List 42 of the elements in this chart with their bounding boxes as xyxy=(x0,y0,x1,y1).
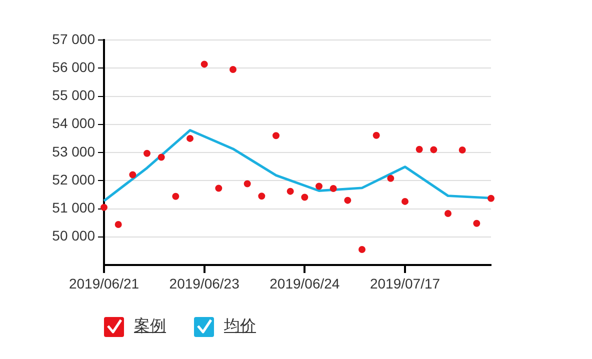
point xyxy=(129,171,136,178)
point xyxy=(444,210,452,218)
legend-label: 均价 xyxy=(224,317,256,337)
point xyxy=(215,184,222,192)
y-tick-label: 50 000 xyxy=(52,228,96,244)
x-tick-label: 2019/06/21 xyxy=(68,275,140,292)
point xyxy=(301,194,308,201)
point xyxy=(344,196,352,204)
y-tick-label: 57 000 xyxy=(52,30,96,47)
point xyxy=(358,246,366,254)
point xyxy=(244,180,251,188)
point xyxy=(402,198,408,205)
point xyxy=(387,174,394,182)
point xyxy=(458,146,466,154)
y-tick-label: 52 000 xyxy=(52,171,96,188)
x-tick-label: 2019/06/23 xyxy=(169,275,240,292)
point xyxy=(200,60,208,68)
y-tick-label: 51 000 xyxy=(52,200,96,216)
point xyxy=(272,132,280,140)
point xyxy=(330,185,337,192)
point xyxy=(100,204,108,211)
point xyxy=(430,146,438,154)
y-tick-label: 53 000 xyxy=(52,143,96,160)
point xyxy=(172,192,180,200)
point xyxy=(473,220,480,227)
point xyxy=(488,194,494,202)
legend-label: 案例 xyxy=(134,316,166,337)
point xyxy=(372,132,380,139)
point xyxy=(416,146,423,153)
point xyxy=(316,182,322,190)
point xyxy=(186,134,194,142)
x-tick-label: 2019/07/17 xyxy=(370,275,440,292)
x-tick-label: 2019/06/24 xyxy=(270,275,340,292)
y-tick-label: 54 000 xyxy=(52,115,96,132)
point xyxy=(258,192,266,200)
y-tick-label: 56 000 xyxy=(52,58,96,75)
point xyxy=(144,150,150,157)
point xyxy=(158,154,165,161)
y-tick-label: 55 000 xyxy=(52,87,96,104)
point xyxy=(230,66,236,74)
point xyxy=(286,188,294,195)
point xyxy=(114,221,122,228)
